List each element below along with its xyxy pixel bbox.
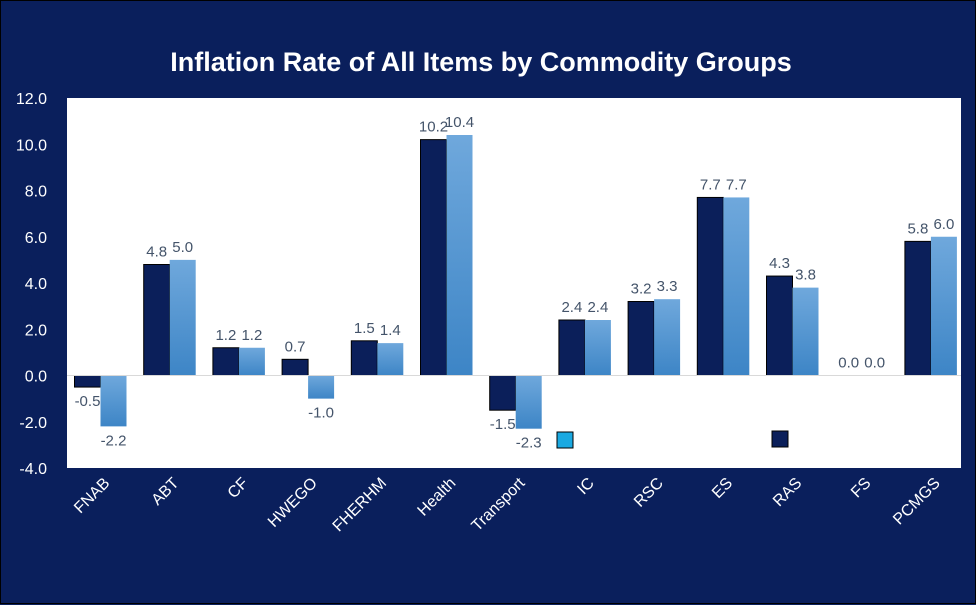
data-label-s2-rsc: 3.3 [657, 278, 678, 295]
bar-s2-transport [515, 375, 542, 429]
data-label-s1-health: 10.2 [419, 119, 448, 136]
data-label-s2-pcmgs: 6.0 [933, 216, 954, 233]
data-label-s1-fs: 0.0 [838, 355, 859, 372]
category-label-abt: ABT [148, 475, 182, 509]
data-label-s2-health: 10.4 [445, 114, 474, 131]
category-label-es: ES [709, 475, 736, 502]
bar-s2-ras [792, 287, 819, 376]
bar-s1-transport [489, 375, 517, 411]
data-label-s2-fherhm: 1.4 [380, 322, 401, 339]
data-label-s1-cf: 1.2 [215, 327, 236, 344]
data-label-s2-transport: -2.3 [516, 435, 542, 452]
category-label-ic: IC [574, 475, 597, 498]
y-tick-label: 4.0 [25, 276, 47, 293]
data-label-s2-hwego: -1.0 [308, 405, 334, 422]
bar-s1-ras [766, 275, 793, 376]
data-label-s1-pcmgs: 5.8 [907, 220, 928, 237]
bar-s1-fnab [74, 375, 101, 388]
data-label-s1-es: 7.7 [700, 176, 721, 193]
data-label-s1-rsc: 3.2 [631, 281, 652, 298]
y-tick-label: -2.0 [19, 415, 47, 432]
category-label-fherhm: FHERHM [330, 475, 390, 535]
bar-s2-fherhm [377, 343, 404, 376]
y-tick-label: 2.0 [25, 322, 47, 339]
y-tick-label: -4.0 [19, 461, 47, 478]
data-label-s1-ic: 2.4 [561, 299, 582, 316]
bar-s2-rsc [654, 299, 681, 376]
bar-s2-ic [584, 320, 611, 376]
bar-s1-fherhm [350, 340, 378, 376]
category-label-health: Health [415, 475, 460, 520]
legend-marker-series-2 [771, 430, 789, 448]
data-label-s1-fherhm: 1.5 [354, 320, 375, 337]
category-label-fnab: FNAB [71, 475, 113, 517]
bar-s1-hwego [281, 358, 309, 376]
legend-marker-series-1 [556, 431, 574, 449]
bar-s2-hwego [308, 375, 335, 399]
chart-title: Inflation Rate of All Items by Commodity… [170, 47, 792, 77]
category-label-fs: FS [848, 475, 874, 501]
data-label-s1-abt: 4.8 [146, 244, 167, 261]
bar-s1-abt [143, 264, 171, 376]
bar-s2-health [446, 135, 473, 376]
data-label-s2-abt: 5.0 [172, 239, 193, 256]
category-label-hwego: HWEGO [265, 475, 321, 531]
y-tick-label: 0.0 [25, 369, 47, 386]
data-label-s2-fs: 0.0 [864, 355, 885, 372]
data-label-s2-cf: 1.2 [241, 327, 262, 344]
data-label-s1-ras: 4.3 [769, 255, 790, 272]
category-label-pcmgs: PCMGS [890, 475, 944, 529]
plot-area [67, 98, 961, 468]
data-label-s2-fnab: -2.2 [101, 432, 127, 449]
bar-s2-fnab [100, 375, 127, 427]
y-tick-label: 8.0 [25, 184, 47, 201]
bar-s1-ic [558, 319, 586, 376]
category-label-cf: CF [225, 475, 252, 502]
y-tick-label: 6.0 [25, 230, 47, 247]
bar-s1-cf [212, 347, 240, 376]
bar-s1-rsc [627, 301, 655, 376]
data-label-s1-fnab: -0.5 [75, 393, 101, 410]
y-tick-label: 10.0 [16, 137, 47, 154]
bar-s2-abt [169, 259, 196, 376]
category-label-transport: Transport [469, 474, 529, 534]
data-label-s1-hwego: 0.7 [285, 338, 306, 355]
y-tick-label: 12.0 [16, 91, 47, 108]
data-label-s1-transport: -1.5 [490, 416, 516, 433]
bar-s2-cf [238, 347, 265, 376]
category-label-ras: RAS [770, 475, 805, 510]
data-label-s2-ras: 3.8 [795, 267, 816, 284]
bar-s2-es [723, 197, 750, 376]
bar-s2-pcmgs [930, 236, 957, 376]
bar-s1-pcmgs [904, 240, 932, 376]
bar-s1-es [696, 196, 724, 376]
category-label-rsc: RSC [631, 475, 667, 511]
data-label-s2-es: 7.7 [726, 176, 747, 193]
data-label-s2-ic: 2.4 [587, 299, 608, 316]
bar-s1-health [420, 139, 447, 376]
